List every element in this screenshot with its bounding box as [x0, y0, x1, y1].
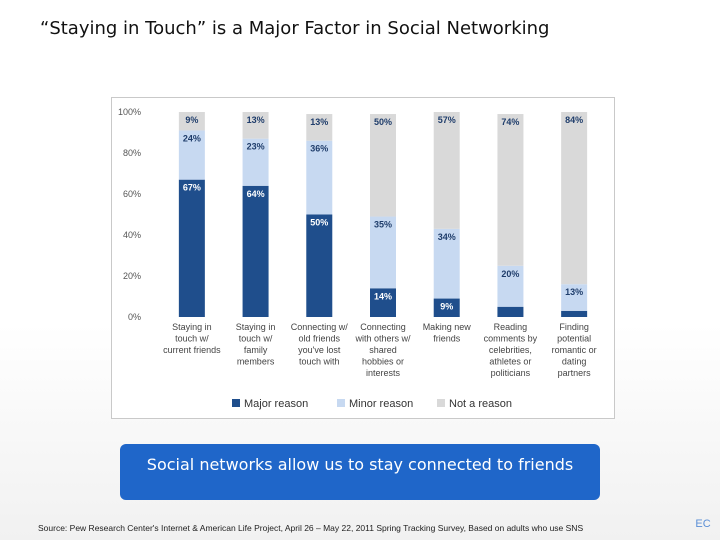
x-category-label: athletes or: [489, 357, 531, 367]
x-category-label: touch w/: [239, 334, 273, 344]
bar-segment: [497, 265, 524, 307]
callout-banner: Social networks allow us to stay connect…: [120, 444, 600, 500]
legend-swatch: [232, 399, 240, 407]
x-category-label: you've lost: [298, 345, 341, 355]
y-tick-label: 100%: [118, 107, 141, 117]
x-category-label: touch w/: [175, 334, 209, 344]
y-tick-label: 40%: [123, 230, 141, 240]
x-category-label: celebrities,: [489, 345, 532, 355]
bar-segment: [178, 179, 205, 317]
data-label: 84%: [565, 115, 583, 125]
legend-label: Major reason: [244, 398, 308, 410]
x-category-label: romantic or: [552, 345, 597, 355]
data-label: 34%: [438, 232, 456, 242]
x-category-label: friends: [433, 334, 461, 344]
page-number: EC: [695, 518, 711, 530]
x-category-label: members: [237, 357, 275, 367]
data-label: 50%: [310, 218, 328, 228]
x-category-label: old friends: [299, 334, 341, 344]
bar-segment: [561, 284, 588, 311]
bar-segment: [370, 216, 396, 289]
data-label: 57%: [438, 115, 456, 125]
data-label: 20%: [501, 269, 519, 279]
bar-segment: [433, 298, 460, 317]
data-label: 74%: [501, 117, 519, 127]
x-category-label: Staying in: [236, 322, 276, 332]
data-label: 23%: [247, 142, 265, 152]
x-category-label: dating: [562, 357, 587, 367]
bar-segment: [178, 130, 205, 180]
bar-segment: [433, 112, 460, 229]
bar-segment: [242, 185, 269, 317]
data-label: 13%: [565, 287, 583, 297]
x-category-label: Making new: [423, 322, 472, 332]
slide-title: “Staying in Touch” is a Major Factor in …: [40, 18, 550, 39]
data-label: 36%: [310, 144, 328, 154]
x-category-label: touch with: [299, 357, 340, 367]
data-label: 13%: [247, 115, 265, 125]
x-category-label: Finding: [559, 322, 589, 332]
x-category-label: current friends: [163, 345, 221, 355]
data-label: 64%: [247, 189, 265, 199]
bar-segment: [561, 310, 588, 317]
y-tick-label: 20%: [123, 271, 141, 281]
x-category-label: hobbies or: [362, 357, 404, 367]
data-label: 13%: [310, 117, 328, 127]
bar-segment: [242, 112, 269, 139]
legend-swatch: [337, 399, 345, 407]
legend-swatch: [437, 399, 445, 407]
bar-segment: [497, 306, 524, 317]
bar-segment: [370, 288, 396, 317]
x-category-label: comments by: [484, 334, 538, 344]
data-label: 50%: [374, 117, 392, 127]
chart-panel: 0% 20% 40% 60% 80% 100% 67% 24% 9% Staying in touc…: [111, 97, 615, 419]
bar-segment: [433, 228, 460, 299]
bar-segment: [306, 114, 333, 141]
data-label: 24%: [183, 133, 201, 143]
x-category-label: shared: [369, 345, 397, 355]
bar-segment: [306, 214, 333, 317]
x-category-label: Connecting w/: [291, 322, 349, 332]
x-category-label: politicians: [491, 368, 531, 378]
stacked-bar-chart: 0% 20% 40% 60% 80% 100% 67% 24% 9% Staying in touc…: [118, 107, 597, 410]
x-category-label: interests: [366, 368, 401, 378]
x-category-label: Staying in: [172, 322, 212, 332]
legend-label: Not a reason: [449, 398, 512, 410]
y-tick-label: 60%: [123, 189, 141, 199]
bar-segment: [561, 112, 588, 285]
callout-text: Social networks allow us to stay connect…: [146, 455, 574, 474]
bar-segment: [242, 138, 269, 186]
y-tick-label: 80%: [123, 148, 141, 158]
bar-segment: [306, 140, 333, 215]
legend-label: Minor reason: [349, 398, 413, 410]
data-label: 14%: [374, 291, 392, 301]
bar-segment: [370, 114, 396, 217]
x-category-label: potential: [557, 334, 591, 344]
data-label: 9%: [185, 115, 198, 125]
x-category-label: family: [244, 345, 268, 355]
bar-segment: [497, 114, 524, 266]
x-category-label: with others w/: [354, 334, 411, 344]
data-label: 35%: [374, 220, 392, 230]
y-tick-label: 0%: [128, 312, 141, 322]
x-category-label: Connecting: [360, 322, 406, 332]
data-label: 67%: [183, 183, 201, 193]
x-category-label: partners: [558, 368, 592, 378]
x-category-label: Reading: [494, 322, 528, 332]
source-note: Source: Pew Research Center's Internet &…: [38, 523, 584, 533]
bar-segment: [178, 112, 205, 131]
data-label: 9%: [440, 302, 453, 312]
